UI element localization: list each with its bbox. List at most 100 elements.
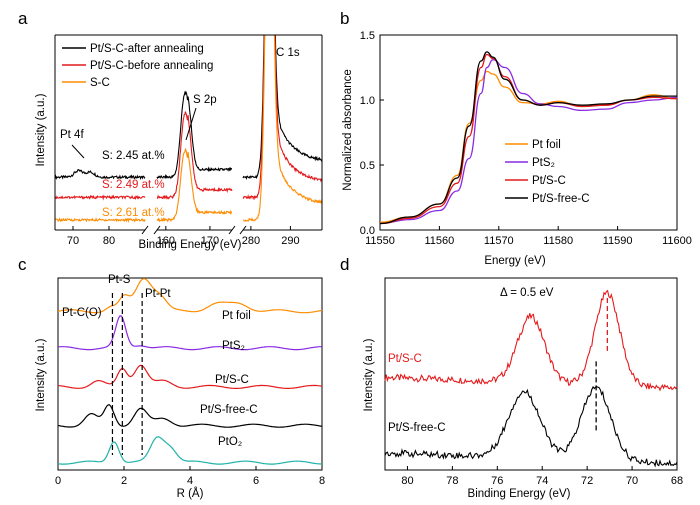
panel-d-xtick-label: 76 (491, 475, 503, 487)
panel-a-xlabel: Binding Energy (eV) (139, 239, 242, 251)
panel-a-xtick-label: 280 (242, 235, 260, 247)
annotation-pt-c-o: Pt-C(O) (62, 307, 102, 319)
panel-c-xtick-label: 6 (253, 475, 259, 487)
panel-c-xtick-label: 4 (187, 475, 193, 487)
arrow-s-2p (185, 107, 197, 141)
panel-c-xlabel: R (Å) (177, 487, 204, 500)
series-d-1 (384, 385, 678, 468)
panel-b-xtick-label: 11590 (603, 235, 633, 247)
annotation-s-2p: S 2p (193, 94, 217, 106)
panel-b-xtick-label: 11580 (543, 235, 573, 247)
annotation-s-c: S: 2.61 at.% (102, 207, 165, 219)
panel-d-xtick-label: 80 (401, 475, 413, 487)
legend-label-pts2: PtS₂ (532, 157, 555, 169)
panel-d-ylabel: Intensity (a.u.) (363, 338, 375, 411)
panel-c-xtick-label: 0 (55, 475, 61, 487)
panel-c-ylabel: Intensity (a.u.) (35, 338, 47, 411)
panel-b-ytick-label: 0.5 (360, 160, 375, 172)
panel-a-legend: Pt/S-C-after annealing Pt/S-C-before ann… (62, 43, 213, 89)
legend-label-s-c: S-C (90, 77, 110, 89)
panel-b-xtick-label: 11550 (365, 235, 395, 247)
annotation-delta: Δ = 0.5 eV (500, 287, 554, 299)
series-a-1-seg-2 (242, 35, 322, 201)
panel-b-xlabel: Energy (eV) (484, 255, 546, 267)
panel-label-d: d (340, 255, 349, 274)
panel-a-break-mark (239, 225, 247, 235)
panel-b-xtick-label: 11600 (662, 235, 692, 247)
legend-label-pt-s-free-c: Pt/S-free-C (532, 193, 590, 205)
panel-b-xtick-label: 11560 (425, 235, 455, 247)
series-c-3 (57, 404, 323, 428)
panel-b-ytick-label: 0.0 (360, 225, 375, 237)
series-a-2-seg-0 (55, 217, 146, 224)
series-b-3 (379, 51, 677, 225)
series-c-2 (57, 364, 323, 389)
panel-c-plot-area: 0 2 4 6 8 (55, 277, 325, 487)
panel-label-c: c (18, 255, 27, 274)
panel-d-xtick-label: 68 (671, 475, 683, 487)
panel-a-break-mark (141, 225, 149, 235)
series-a-1-seg-0 (55, 194, 146, 201)
panel-label-b: b (340, 9, 349, 28)
panel-a-xtick-label: 170 (201, 235, 219, 247)
series-b-2 (379, 53, 678, 225)
series-b-1 (379, 59, 678, 225)
panel-c-exafs: 0 2 4 6 8 R (Å) Intensity (a.u.) Pt-C(O) Pt-… (35, 274, 325, 500)
panel-c-xtick-label: 2 (121, 475, 127, 487)
legend-label-after-annealing: Pt/S-C-after annealing (90, 43, 204, 55)
annotation-c-1s: C 1s (276, 47, 300, 59)
label-c-pt-foil: Pt foil (222, 310, 251, 322)
panel-a-xtick-label: 70 (67, 235, 79, 247)
panel-d-xtick-label: 70 (626, 475, 638, 487)
series-a-0-seg-2 (242, 35, 322, 180)
annotation-s-before: S: 2.49 at.% (102, 179, 165, 191)
panel-a-xtick-label: 290 (281, 235, 299, 247)
label-c-pts2: PtS₂ (222, 340, 245, 352)
panel-d-xlabel: Binding Energy (eV) (468, 488, 571, 500)
series-c-1 (57, 315, 322, 351)
panel-b-xanes: 11550 11560 11570 11580 11590 11600 0.0 0.5 1.0 1… (342, 30, 692, 267)
series-b-0 (379, 70, 678, 223)
panel-b-legend: Pt foil PtS₂ Pt/S-C Pt/S-free-C (505, 139, 590, 205)
series-a-0-seg-1 (156, 90, 233, 180)
series-a-1-seg-1 (156, 111, 233, 200)
panel-b-plot-area: 11550 11560 11570 11580 11590 11600 0.0 0.5 1.0 1… (360, 30, 692, 247)
label-c-pt-s-c: Pt/S-C (215, 374, 249, 386)
legend-label-pt-foil: Pt foil (532, 139, 561, 151)
panel-a-xtick-label: 160 (157, 235, 175, 247)
annotation-pt-s: Pt-S (108, 274, 131, 286)
series-c-4 (57, 436, 323, 465)
panel-b-frame (379, 34, 678, 231)
panel-d-xtick-label: 72 (581, 475, 593, 487)
panel-b-ylabel: Normalized absorbance (342, 69, 354, 190)
annotation-pt-4f: Pt 4f (60, 129, 84, 141)
annotation-pt-pt: Pt-Pt (145, 288, 171, 300)
series-a-0-seg-0 (55, 168, 146, 180)
legend-label-before-annealing: Pt/S-C-before annealing (90, 60, 213, 72)
series-c-0 (57, 278, 323, 314)
panel-a-break-mark (228, 225, 236, 235)
series-a-2-seg-2 (242, 35, 322, 222)
label-d-pt-s-free-c: Pt/S-free-C (388, 422, 446, 434)
panel-a-xtick-label: 80 (103, 235, 115, 247)
arrow-pt-4f (71, 144, 85, 159)
label-d-pt-s-c: Pt/S-C (388, 353, 422, 365)
label-c-pto2: PtO₂ (218, 436, 242, 448)
panel-d-plot-area: 80 78 76 74 72 70 68 (384, 277, 683, 487)
legend-label-pt-s-c: Pt/S-C (532, 175, 566, 187)
panel-c-xtick-label: 8 (319, 475, 325, 487)
panel-a-plot-area: 70 80 160 170 280 290 (54, 34, 323, 247)
panel-label-a: a (18, 9, 28, 28)
panel-b-ytick-label: 1.5 (360, 30, 375, 42)
series-d-0 (384, 289, 678, 392)
panel-b-xtick-label: 11570 (484, 235, 514, 247)
annotation-s-after: S: 2.45 at.% (102, 150, 165, 162)
series-a-2-seg-1 (156, 147, 233, 223)
panel-d-pt-4f-xps: 80 78 76 74 72 70 68 Binding Energy (eV) Inten… (363, 277, 683, 500)
panel-b-ytick-label: 1.0 (360, 95, 375, 107)
panel-a-ylabel: Intensity (a.u.) (35, 93, 47, 166)
panel-d-xtick-label: 74 (536, 475, 548, 487)
panel-a-xps-survey: 70 80 160 170 280 290 Binding Energy (eV) Int… (35, 34, 323, 251)
label-c-pt-s-free-c: Pt/S-free-C (200, 404, 258, 416)
